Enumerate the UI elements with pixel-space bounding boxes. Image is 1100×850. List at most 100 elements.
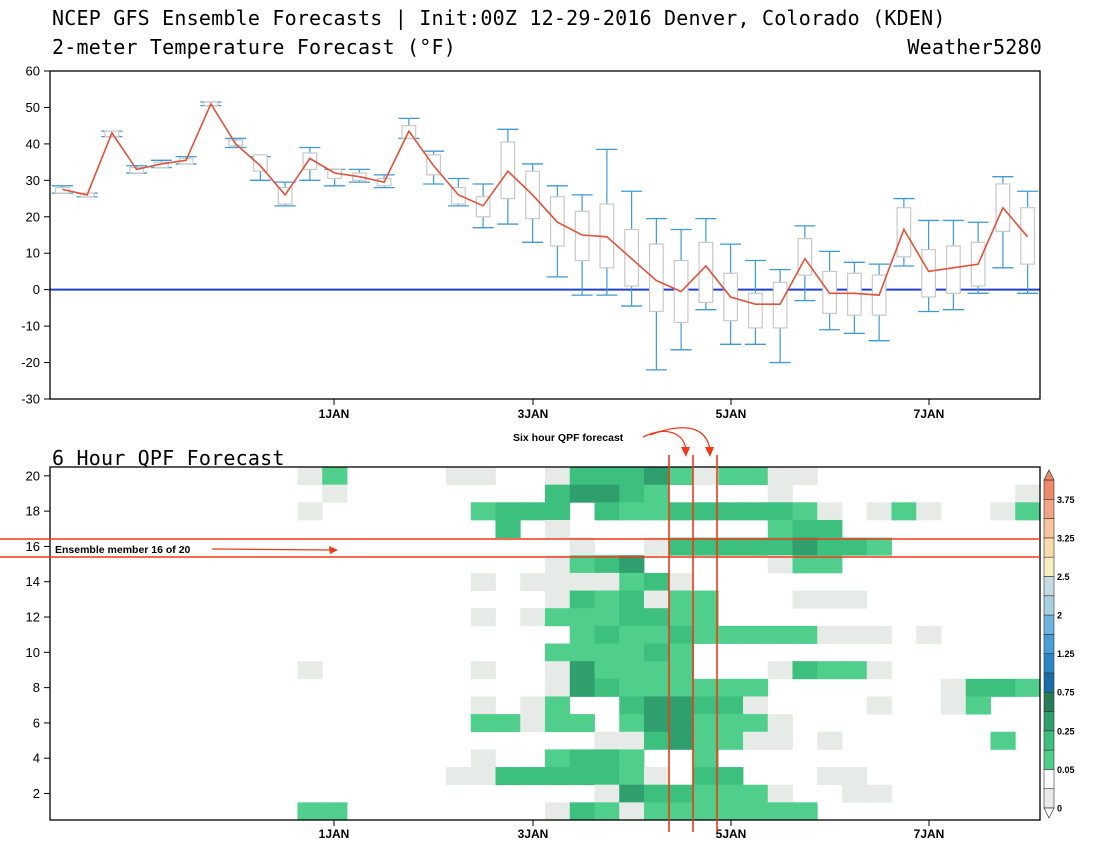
qpf-cell xyxy=(792,467,818,486)
ensemble-spread-37 xyxy=(967,221,989,294)
qpf-cell xyxy=(644,590,670,609)
box xyxy=(129,166,145,174)
qpf-cell xyxy=(866,661,892,680)
qpf-cell xyxy=(891,502,917,521)
qpf-cell xyxy=(743,731,769,750)
qpf-cell xyxy=(569,643,595,662)
box xyxy=(747,292,763,329)
qpf-cell xyxy=(817,555,843,574)
qpf-cell xyxy=(668,537,694,556)
qpf-cell xyxy=(545,555,571,574)
qpf-cell xyxy=(594,678,620,697)
colorbar-label: 0.75 xyxy=(1057,688,1075,698)
qpf-arrow-head-2 xyxy=(705,447,714,457)
y-tick-label: 6 xyxy=(33,715,40,730)
qpf-cell xyxy=(718,625,744,644)
qpf-cell xyxy=(470,714,496,733)
colorbar-swatch xyxy=(1043,576,1055,597)
qpf-cell xyxy=(1015,502,1041,521)
box xyxy=(772,281,788,329)
ensemble-spread-0 xyxy=(51,185,73,194)
colorbar-swatch xyxy=(1043,749,1055,770)
qpf-cell xyxy=(718,714,744,733)
colorbar-swatch xyxy=(1043,595,1055,616)
qpf-cell xyxy=(693,678,719,697)
qpf-arrow-1 xyxy=(642,430,687,451)
y-tick-label: -10 xyxy=(21,319,40,334)
qpf-cell xyxy=(767,555,793,574)
qpf-cell xyxy=(569,537,595,556)
qpf-cell xyxy=(619,555,645,574)
colorbar-label: 0.25 xyxy=(1057,726,1075,736)
qpf-cell xyxy=(619,802,645,821)
qpf-arrow-2 xyxy=(649,427,711,451)
qpf-cell xyxy=(718,696,744,715)
qpf-cell xyxy=(644,714,670,733)
qpf-cell xyxy=(668,608,694,627)
qpf-cell xyxy=(718,767,744,786)
qpf-cell xyxy=(545,572,571,591)
qpf-cell xyxy=(817,590,843,609)
qpf-cell xyxy=(718,802,744,821)
qpf-cell xyxy=(1015,484,1041,503)
member-arrow-line xyxy=(211,548,331,551)
box xyxy=(648,243,664,313)
y-tick-label: 30 xyxy=(26,173,40,188)
box xyxy=(252,154,268,172)
y-tick-label: 0 xyxy=(33,282,40,297)
qpf-cell xyxy=(965,678,991,697)
qpf-cell xyxy=(693,731,719,750)
qpf-cell xyxy=(817,537,843,556)
qpf-cell xyxy=(297,802,323,821)
qpf-cell xyxy=(594,661,620,680)
qpf-cell xyxy=(693,767,719,786)
qpf-cell xyxy=(619,696,645,715)
x-tick-label: 5JAN xyxy=(716,827,747,841)
qpf-cell xyxy=(668,625,694,644)
colorbar-swatch xyxy=(1043,730,1055,751)
colorbar-bottom-arrow xyxy=(1043,807,1055,819)
qpf-cell xyxy=(594,749,620,768)
ensemble-spread-21 xyxy=(571,194,593,296)
box xyxy=(921,248,937,298)
qpf-cell xyxy=(545,696,571,715)
x-tick-label: 1JAN xyxy=(319,407,350,421)
qpf-cell xyxy=(693,714,719,733)
qpf-cell xyxy=(470,661,496,680)
y-tick-label: 50 xyxy=(26,100,40,115)
ensemble-spread-35 xyxy=(918,219,940,313)
box xyxy=(302,152,318,170)
colorbar-swatch xyxy=(1043,691,1055,712)
colorbar-label: 3.25 xyxy=(1057,533,1075,543)
qpf-cell xyxy=(792,519,818,538)
colorbar-swatch xyxy=(1043,479,1055,500)
qpf-cell xyxy=(916,625,942,644)
qpf-cell xyxy=(767,625,793,644)
ensemble-spread-24 xyxy=(645,217,667,371)
qpf-cell xyxy=(545,643,571,662)
qpf-cell xyxy=(767,661,793,680)
qpf-cell xyxy=(743,467,769,486)
qpf-annotation: Six hour QPF forecast xyxy=(513,432,624,444)
colorbar-swatch xyxy=(1043,634,1055,654)
qpf-cell xyxy=(594,784,620,803)
qpf-cell xyxy=(668,502,694,521)
qpf-cell xyxy=(842,767,868,786)
brand-label: Weather5280 xyxy=(907,35,1042,59)
colorbar-top-arrow xyxy=(1043,469,1055,481)
x-tick-label: 1JAN xyxy=(319,827,350,841)
qpf-cell xyxy=(767,467,793,486)
qpf-cell xyxy=(718,502,744,521)
qpf-cell xyxy=(495,767,521,786)
ensemble-spread-16 xyxy=(447,177,469,207)
qpf-cell xyxy=(743,678,769,697)
y-tick-label: 16 xyxy=(26,539,40,554)
colorbar-label: 3.75 xyxy=(1057,495,1075,505)
mean-temperature-line xyxy=(62,102,1029,306)
qpf-cell xyxy=(619,572,645,591)
colorbar-label: 1.25 xyxy=(1057,649,1075,659)
y-tick-label: 2 xyxy=(33,786,40,801)
qpf-cell xyxy=(866,537,892,556)
qpf-cell xyxy=(668,467,694,486)
qpf-cell xyxy=(941,678,967,697)
